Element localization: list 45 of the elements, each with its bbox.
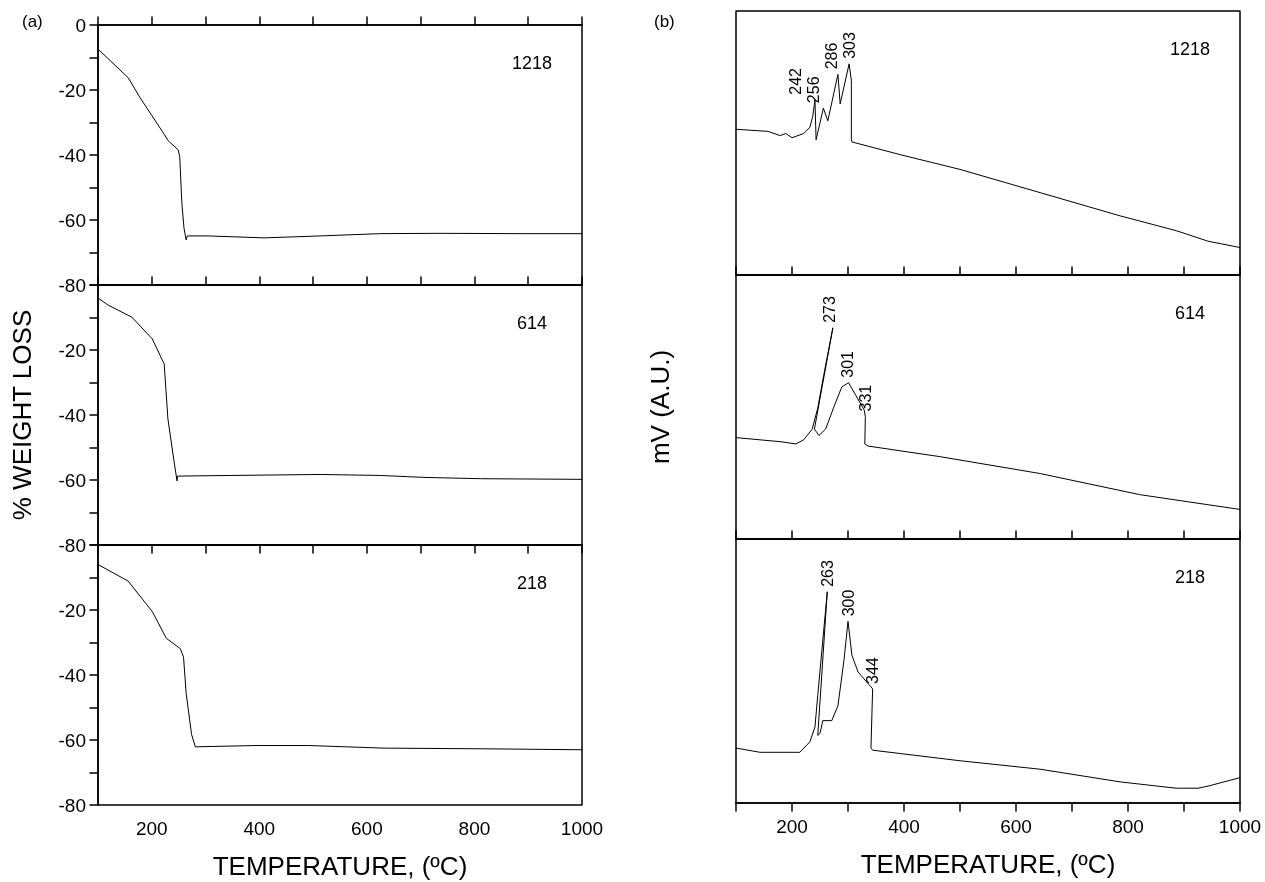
x-tick-label: 200 bbox=[135, 818, 168, 839]
y-axis-title: mV (A.U.) bbox=[645, 349, 675, 465]
annotation: 273 bbox=[820, 296, 838, 323]
y-tick-label: -20 bbox=[58, 79, 86, 101]
y-tick-label: -20 bbox=[58, 339, 86, 361]
x-axis-title: TEMPERATURE, (ºC) bbox=[860, 849, 1116, 879]
x-axis-title: TEMPERATURE, (ºC) bbox=[212, 851, 468, 881]
chart-title: (b) bbox=[654, 12, 675, 31]
text: 1218 bbox=[1169, 39, 1211, 59]
text: 614 bbox=[1174, 303, 1206, 323]
y-axis-title: % WEIGHT LOSS bbox=[7, 309, 37, 521]
x-tick-label: 600 bbox=[1000, 816, 1032, 837]
x-tick-label: 200 bbox=[776, 816, 808, 837]
annotation: 301 bbox=[838, 350, 856, 378]
annotation: 303 bbox=[840, 32, 858, 59]
chart-title: (a) bbox=[22, 12, 43, 31]
x-tick-label: 600 bbox=[351, 818, 383, 839]
y-tick-label: -60 bbox=[58, 729, 86, 751]
y-tick-label: -80 bbox=[58, 534, 86, 556]
annotation: 242 bbox=[786, 67, 804, 95]
y-tick-label: -40 bbox=[58, 664, 86, 686]
x-tick-label: 800 bbox=[458, 818, 491, 839]
y-tick-label: -60 bbox=[58, 209, 86, 231]
text: 218 bbox=[1174, 567, 1206, 587]
x-tick-label: 400 bbox=[888, 816, 920, 837]
y-tick-label: -40 bbox=[58, 404, 86, 426]
x-tick-label: 1000 bbox=[560, 818, 604, 839]
x-tick-label: 400 bbox=[243, 818, 276, 839]
y-tick-label: -60 bbox=[58, 469, 86, 491]
annotation: 218 bbox=[516, 573, 548, 593]
x-tick-label: 1000 bbox=[1218, 816, 1262, 837]
annotation: 614 bbox=[516, 313, 548, 333]
annotation: 331 bbox=[856, 384, 874, 412]
y-tick-label: 0 bbox=[75, 14, 86, 36]
y-tick-label: -20 bbox=[58, 599, 86, 621]
y-tick-label: -80 bbox=[58, 794, 86, 816]
annotation: 344 bbox=[864, 657, 882, 684]
y-tick-label: -40 bbox=[58, 144, 86, 166]
annotation: 263 bbox=[818, 560, 836, 587]
annotation: 300 bbox=[839, 589, 857, 617]
y-tick-label: -80 bbox=[58, 274, 86, 296]
annotation: 256 bbox=[804, 76, 822, 104]
x-tick-label: 800 bbox=[1112, 816, 1144, 837]
annotation: 286 bbox=[822, 42, 840, 70]
annotation: 1218 bbox=[511, 53, 553, 73]
